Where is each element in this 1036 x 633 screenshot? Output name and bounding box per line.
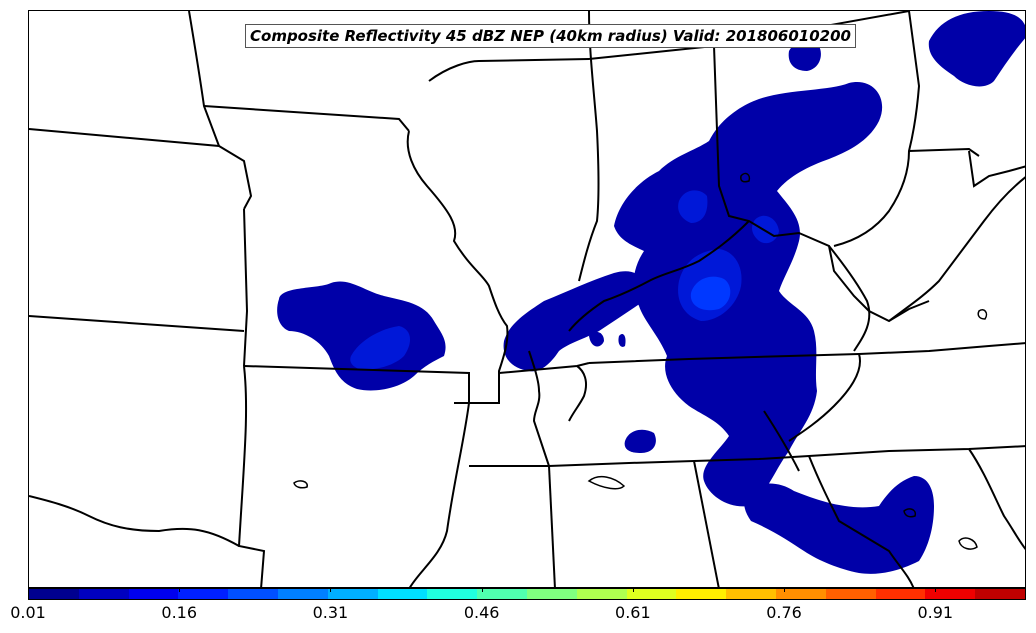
colorbar-segment: [626, 589, 677, 599]
colorbar-segment: [477, 589, 527, 599]
colorbar-tick-label: 0.31: [312, 603, 349, 622]
colorbar-segment: [526, 589, 577, 599]
map-area: Composite Reflectivity 45 dBZ NEP (40km …: [28, 10, 1026, 588]
map-title: Composite Reflectivity 45 dBZ NEP (40km …: [245, 24, 856, 48]
blob-mid-mo: [350, 326, 411, 370]
colorbar-segment: [277, 589, 328, 599]
blob-ne-top: [788, 41, 821, 71]
probability-fields-high: [690, 276, 731, 311]
colorbar-segment: [775, 589, 826, 599]
blob-small-1: [589, 331, 604, 347]
blob-mid-in2: [752, 215, 779, 244]
colorbar-segment: [427, 589, 478, 599]
blob-tn-south: [744, 476, 934, 574]
colorbar-tick-label: 0.91: [917, 603, 954, 622]
colorbar-tick-mark: [330, 588, 332, 592]
colorbar-segment: [676, 589, 727, 599]
colorbar-segment: [327, 589, 378, 599]
blob-st-louis: [503, 271, 646, 372]
blob-mid-in: [678, 190, 708, 223]
colorbar-tick-mark: [481, 588, 483, 592]
colorbar-segment: [576, 589, 627, 599]
colorbar-segment: [925, 589, 976, 599]
blob-ne-corner: [928, 11, 1025, 87]
state-boundaries: [29, 11, 1025, 587]
colorbar-segment: [975, 589, 1025, 599]
colorbar-tick-mark: [935, 588, 937, 592]
blob-high-ky: [690, 276, 731, 311]
colorbar-segment: [128, 589, 179, 599]
blob-small-ky: [624, 429, 656, 453]
colorbar-segment: [228, 589, 278, 599]
lakes: [293, 172, 988, 550]
colorbar-tick-label: 0.01: [10, 603, 46, 622]
map-svg: [29, 11, 1025, 587]
colorbar-segment: [726, 589, 776, 599]
colorbar-segment: [29, 589, 79, 599]
probability-fields: [277, 11, 1025, 574]
colorbar: [28, 588, 1026, 600]
colorbar-tick-label: 0.16: [161, 603, 198, 622]
blob-small-2: [618, 334, 626, 347]
colorbar-tick-mark: [632, 588, 634, 592]
blob-missouri: [277, 281, 446, 391]
colorbar-tick-mark: [28, 588, 29, 592]
colorbar-segment: [377, 589, 428, 599]
blob-ohio-valley: [614, 81, 883, 507]
colorbar-tick-label: 0.61: [615, 603, 651, 622]
colorbar-tick-label: 0.46: [463, 603, 500, 622]
colorbar-tick-label: 0.76: [766, 603, 802, 622]
colorbar-segment: [178, 589, 229, 599]
colorbar-segment: [78, 589, 129, 599]
colorbar-tick-mark: [179, 588, 181, 592]
colorbar-segment: [825, 589, 876, 599]
colorbar-segment: [875, 589, 926, 599]
colorbar-tick-mark: [784, 588, 786, 592]
